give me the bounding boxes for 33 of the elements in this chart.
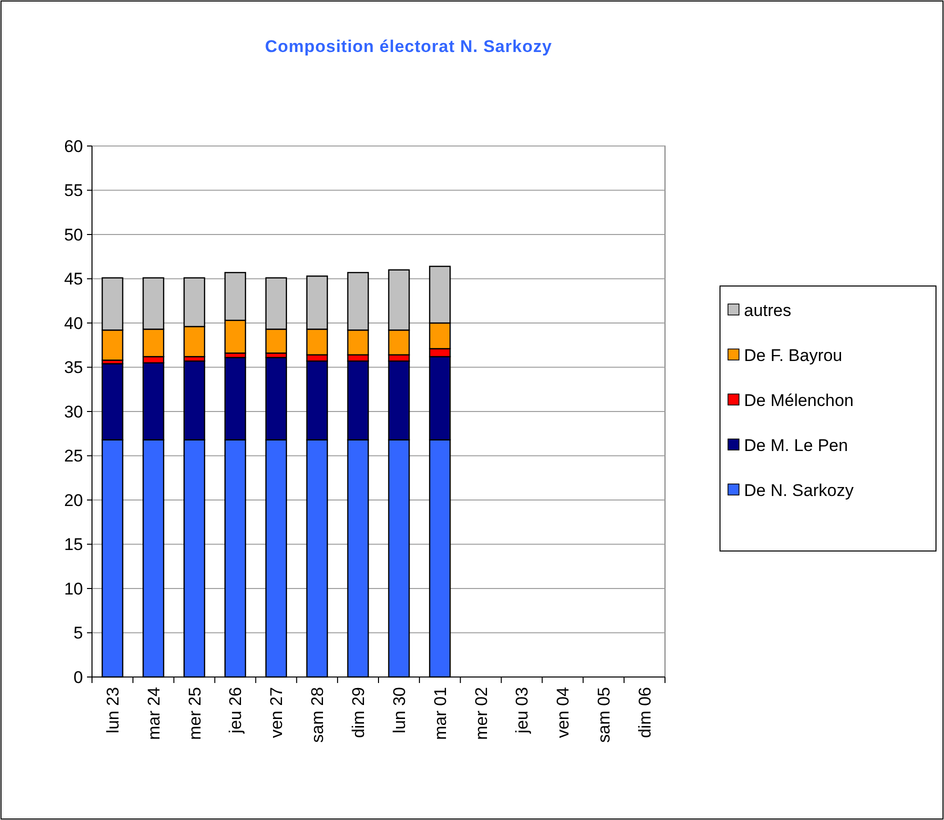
chart-title: Composition électorat N. Sarkozy xyxy=(264,37,552,56)
x-tick-label: mer 02 xyxy=(472,687,491,740)
legend-label: autres xyxy=(744,300,792,320)
y-tick-label: 40 xyxy=(64,314,83,333)
y-tick-label: 10 xyxy=(64,579,83,598)
y-tick-label: 35 xyxy=(64,358,83,378)
x-tick-label: mar 24 xyxy=(144,687,164,740)
x-tick-label: mer 25 xyxy=(185,687,204,740)
x-tick-label: lun 23 xyxy=(103,687,122,734)
legend-label: De Mélenchon xyxy=(744,390,854,410)
legend-label: De F. Bayrou xyxy=(744,346,842,365)
y-tick-label: 60 xyxy=(64,136,83,156)
x-tick-label: sam 05 xyxy=(594,687,614,743)
y-tick-label: 45 xyxy=(64,270,83,289)
x-tick-label: dim 06 xyxy=(635,687,654,738)
x-tick-label: sam 28 xyxy=(308,687,328,743)
y-tick-label: 15 xyxy=(64,535,83,554)
y-tick-label: 30 xyxy=(64,402,83,422)
y-tick-label: 25 xyxy=(64,446,83,466)
x-tick-label: ven 04 xyxy=(554,687,573,738)
legend-label: De M. Le Pen xyxy=(744,436,848,455)
x-tick-label: jeu 03 xyxy=(512,687,532,734)
x-tick-label: jeu 26 xyxy=(226,687,246,734)
x-tick-label: dim 29 xyxy=(348,687,368,738)
x-tick-label: ven 27 xyxy=(267,687,286,738)
y-tick-label: 55 xyxy=(64,181,83,200)
x-tick-label: mar 01 xyxy=(430,687,450,740)
legend-label: De N. Sarkozy xyxy=(744,480,854,500)
y-tick-label: 0 xyxy=(74,668,83,687)
x-tick-label: lun 30 xyxy=(390,687,409,734)
y-tick-label: 50 xyxy=(64,225,83,244)
y-tick-label: 5 xyxy=(74,624,83,643)
y-tick-label: 20 xyxy=(64,490,83,510)
